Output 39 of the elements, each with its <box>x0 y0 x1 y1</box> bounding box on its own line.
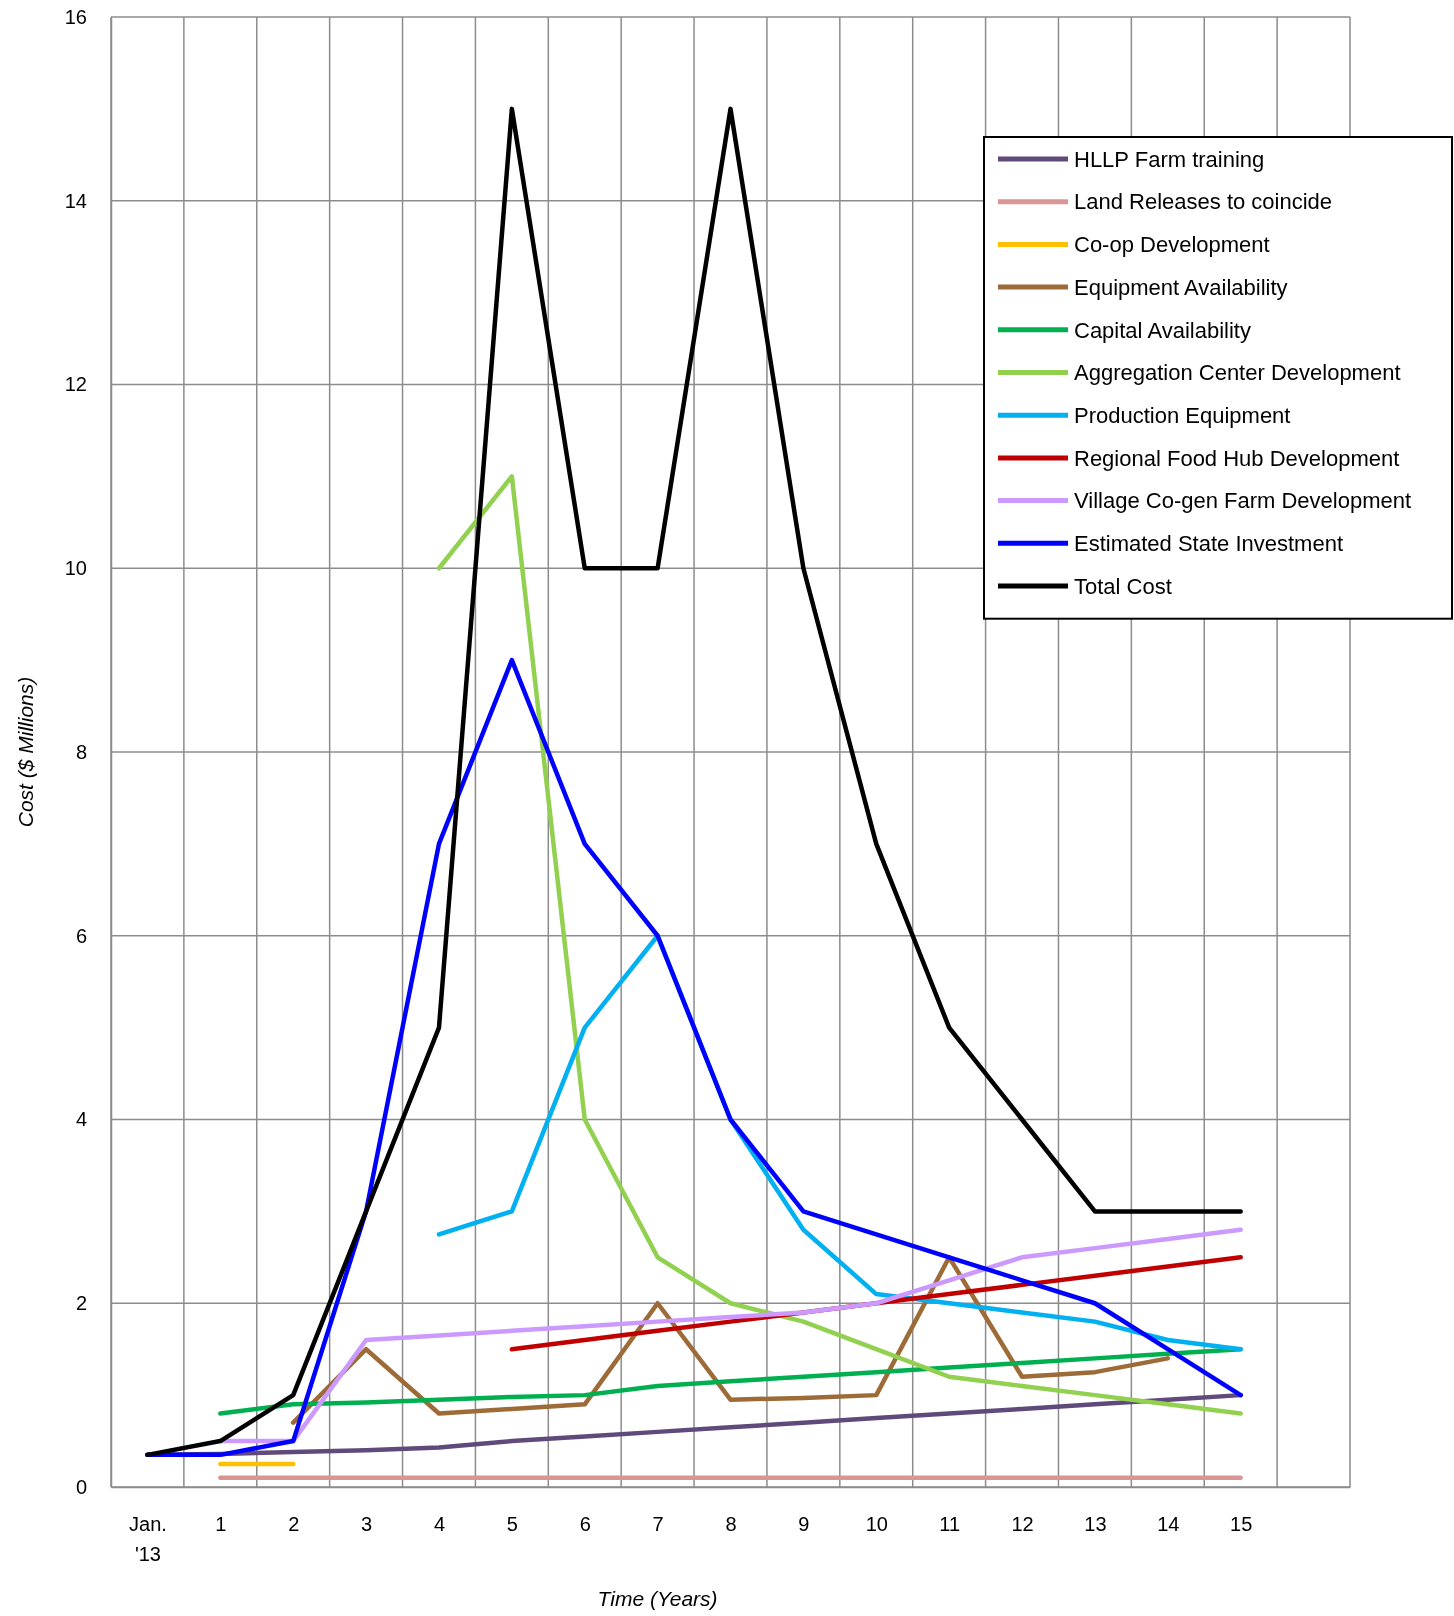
y-tick-label: 0 <box>75 1475 87 1498</box>
x-tick-label: 5 <box>506 1513 518 1536</box>
x-tick-label: 9 <box>798 1513 810 1536</box>
y-tick-label: 4 <box>75 1108 87 1131</box>
x-tick-label: 4 <box>433 1513 446 1536</box>
x-axis-title: Time (Years) <box>597 1587 718 1610</box>
legend-label: HLLP Farm training <box>1074 146 1265 172</box>
x-tick-label: Jan. '13 <box>129 1513 167 1566</box>
legend-label: Total Cost <box>1074 573 1172 599</box>
y-tick-label: 10 <box>64 557 87 580</box>
x-tick-label: 12 <box>1011 1513 1034 1536</box>
y-tick-label: 2 <box>75 1292 87 1315</box>
legend-label: Estimated State Investment <box>1074 531 1344 556</box>
y-tick-label: 14 <box>64 189 87 212</box>
y-tick-label: 12 <box>64 373 87 396</box>
x-tick-label: 8 <box>725 1513 737 1536</box>
legend-label: Village Co-gen Farm Development <box>1074 488 1412 514</box>
line-series <box>218 1346 1243 1416</box>
x-tick-label: 11 <box>939 1513 961 1536</box>
x-tick-label: 13 <box>1084 1513 1107 1536</box>
legend-label: Production Equipment <box>1074 402 1291 428</box>
y-axis-title: Cost ($ Millions) <box>14 676 37 828</box>
legend-label: Capital Availability <box>1074 317 1251 343</box>
legend-label: Regional Food Hub Development <box>1074 445 1400 471</box>
x-tick-label: 7 <box>652 1513 664 1536</box>
y-tick-label: 6 <box>75 924 87 947</box>
x-tick-label: 6 <box>579 1513 591 1536</box>
x-tick-label: 1 <box>215 1513 227 1536</box>
legend-label: Equipment Availability <box>1074 274 1288 300</box>
x-tick-label: 10 <box>865 1513 888 1536</box>
x-tick-label: 15 <box>1230 1513 1253 1536</box>
y-tick-label: 8 <box>75 740 87 763</box>
y-tick-label: 16 <box>64 5 87 28</box>
x-tick-label: 14 <box>1157 1513 1180 1536</box>
x-tick-label: 3 <box>361 1513 373 1536</box>
x-tick-label: 2 <box>288 1513 300 1536</box>
legend-label: Land Releases to coincide <box>1074 189 1333 215</box>
legend-label: Co-op Development <box>1074 232 1270 258</box>
legend-label: Aggregation Center Development <box>1074 360 1401 386</box>
